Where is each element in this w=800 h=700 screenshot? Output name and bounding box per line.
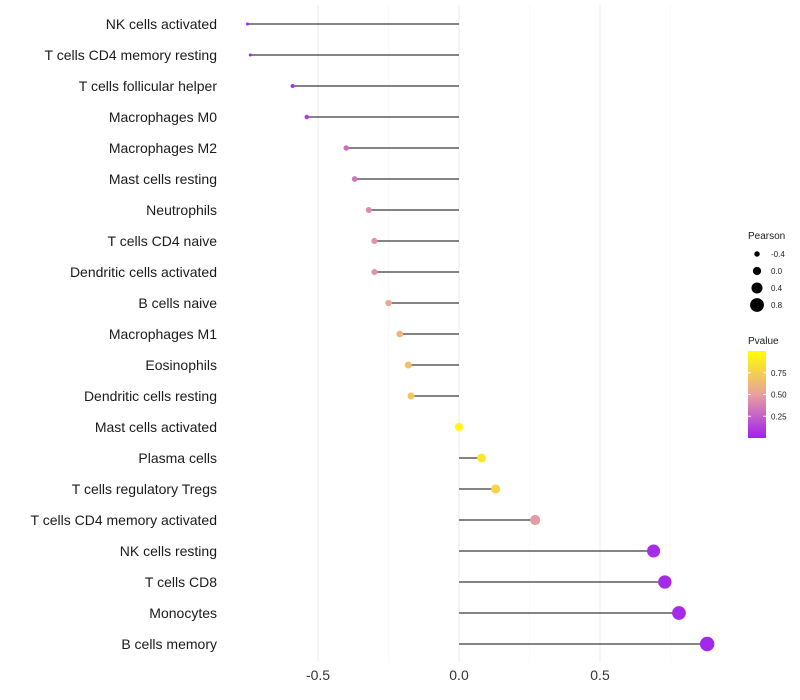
point-macrophages-m0 — [304, 114, 309, 120]
point-neutrophils — [365, 206, 372, 214]
label-mast-cells-resting: Mast cells resting — [109, 171, 217, 187]
xtick-label: -0.5 — [306, 667, 330, 683]
point-t-cells-cd4-naive — [371, 237, 378, 245]
legend-pearson-key — [752, 266, 762, 276]
point-t-cells-follicular-helper — [290, 83, 295, 89]
legend-pvalue-label: 0.75 — [771, 369, 787, 378]
point-dendritic-cells-resting — [407, 392, 415, 400]
label-macrophages-m2: Macrophages M2 — [109, 140, 217, 156]
label-neutrophils: Neutrophils — [146, 202, 217, 218]
legend-pearson: Pearson -0.4 0.0 0.4 0.8 — [748, 231, 785, 312]
point-b-cells-memory — [699, 636, 715, 652]
label-eosinophils: Eosinophils — [145, 357, 217, 373]
legend-pearson-label: 0.8 — [771, 301, 783, 310]
label-t-cells-regulatory-tregs: T cells regulatory Tregs — [72, 481, 217, 497]
label-t-cells-cd8: T cells CD8 — [145, 574, 217, 590]
legend-pearson-label: -0.4 — [771, 250, 785, 259]
label-dendritic-cells-resting: Dendritic cells resting — [84, 388, 217, 404]
label-b-cells-memory: B cells memory — [121, 636, 217, 652]
point-eosinophils — [404, 361, 412, 369]
legend-pvalue-colorbar — [748, 351, 766, 438]
legend-pvalue-title: Pvalue — [748, 336, 779, 347]
label-plasma-cells: Plasma cells — [138, 450, 217, 466]
label-b-cells-naive: B cells naive — [138, 295, 217, 311]
legend-pvalue-label: 0.50 — [771, 391, 787, 400]
point-dendritic-cells-activated — [371, 268, 378, 276]
legend-pearson-key — [754, 251, 760, 257]
label-t-cells-cd4-memory-activated: T cells CD4 memory activated — [31, 512, 217, 528]
point-macrophages-m2 — [343, 145, 349, 151]
legend-pearson-title: Pearson — [748, 231, 785, 242]
point-mast-cells-resting — [351, 176, 358, 182]
label-t-cells-follicular-helper: T cells follicular helper — [79, 78, 218, 94]
point-t-cells-cd8 — [658, 575, 672, 589]
legend-pearson-label: 0.0 — [771, 267, 783, 276]
stems — [247, 23, 708, 645]
point-macrophages-m1 — [396, 330, 404, 338]
point-b-cells-naive — [385, 299, 392, 307]
xtick-label: 0.0 — [449, 667, 469, 683]
legend-pvalue: Pvalue 0.25 0.50 0.75 — [748, 336, 787, 438]
label-nk-cells-activated: NK cells activated — [106, 16, 217, 32]
label-macrophages-m0: Macrophages M0 — [109, 109, 217, 125]
points — [246, 22, 715, 652]
legend-pearson-key — [750, 298, 764, 312]
point-mast-cells-activated — [454, 422, 464, 432]
point-nk-cells-activated — [246, 22, 249, 26]
point-nk-cells-resting — [647, 544, 661, 558]
y-axis-labels: NK cells activated T cells CD4 memory res… — [31, 16, 218, 652]
label-t-cells-cd4-memory-resting: T cells CD4 memory resting — [45, 47, 217, 63]
label-mast-cells-activated: Mast cells activated — [95, 419, 217, 435]
label-t-cells-cd4-naive: T cells CD4 naive — [108, 233, 218, 249]
legend-pvalue-label: 0.25 — [771, 412, 787, 421]
label-nk-cells-resting: NK cells resting — [120, 543, 217, 559]
label-monocytes: Monocytes — [149, 605, 217, 621]
point-t-cells-cd4-memory-activated — [530, 514, 541, 526]
point-t-cells-regulatory-tregs — [491, 484, 501, 494]
xtick-label: 0.5 — [590, 667, 610, 683]
point-monocytes — [672, 606, 686, 620]
legend-pearson-key — [751, 282, 763, 294]
gridlines — [317, 5, 671, 662]
label-dendritic-cells-activated: Dendritic cells activated — [70, 264, 217, 280]
label-macrophages-m1: Macrophages M1 — [109, 326, 217, 342]
point-plasma-cells — [477, 453, 486, 463]
point-t-cells-cd4-memory-resting — [248, 53, 252, 57]
x-axis-ticks: -0.5 0.0 0.5 — [306, 667, 610, 683]
legend-pearson-label: 0.4 — [771, 284, 783, 293]
